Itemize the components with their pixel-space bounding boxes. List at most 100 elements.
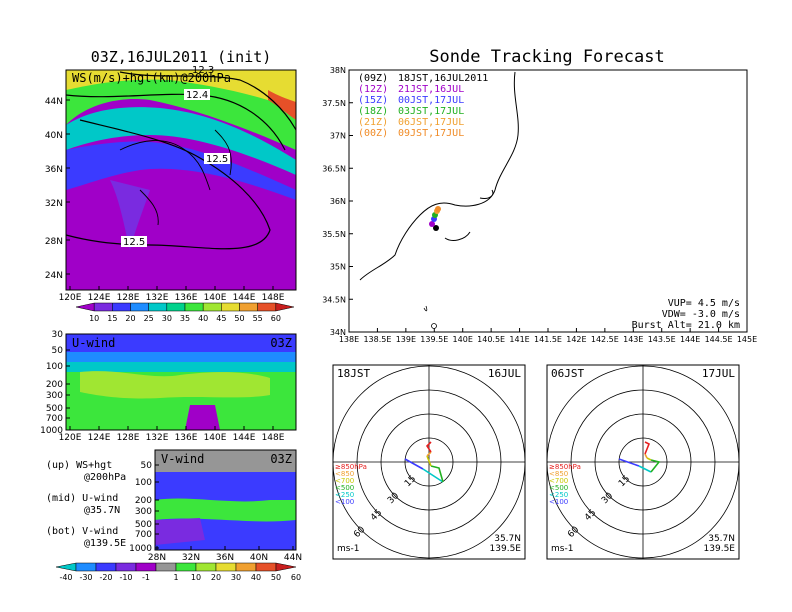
tracking-map: [348, 69, 748, 333]
pressure-legend-item: ≥850hPa: [549, 463, 581, 471]
launch-jst: 06JST,17JUL: [398, 117, 464, 128]
colorbar-label: -30: [79, 573, 92, 582]
lon-tick-label: 120E: [59, 433, 82, 443]
hodograph-ring: [404, 437, 454, 487]
lon-tick-label: 144.5E: [705, 335, 733, 344]
colorbar-swatch: [275, 562, 297, 572]
lon-tick-label: 140E: [204, 293, 227, 303]
lon-tick-label: 141E: [509, 335, 529, 344]
colorbar-label: 45: [216, 314, 226, 323]
launch-utc: (12Z): [358, 84, 388, 95]
hodograph-trace: [618, 458, 640, 467]
lat-tick-label: 37N: [330, 132, 346, 141]
launch-jst: 00JST,17JUL: [398, 95, 464, 106]
lon-tick-label: 145E: [737, 335, 757, 344]
legend-line: (mid) U-wind: [46, 493, 118, 504]
lon-tick-label: 139E: [396, 335, 416, 344]
lon-tick-label: 143E: [623, 335, 643, 344]
lat-tick-label: 34N: [330, 328, 346, 337]
launch-utc: (21Z): [358, 117, 388, 128]
pressure-tick-label: 700: [46, 414, 63, 424]
colorbar-swatch: [255, 562, 277, 572]
lon-tick-label: 128E: [117, 433, 140, 443]
launch-utc: (09Z): [358, 73, 388, 84]
colorbar-swatch: [239, 302, 258, 312]
ws-lat-ticks: 44N 40N 36N 32N 28N 24N: [45, 97, 70, 281]
colorbar-label: 15: [107, 314, 117, 323]
launch-jst: 03JST,17JUL: [398, 106, 464, 117]
lon-tick-label: 124E: [88, 433, 111, 443]
hodograph-trace: [425, 441, 432, 453]
right-title: Sonde Tracking Forecast: [429, 47, 664, 67]
legend-line: (bot) V-wind: [46, 526, 118, 537]
panel-legend: (up) WS+hgt @200hPa (mid) U-wind @35.7N …: [46, 460, 126, 549]
launch-jst: 21JST,16JUL: [398, 84, 464, 95]
colorbar-swatch: [93, 302, 113, 312]
lat-tick-label: 40N: [250, 553, 268, 563]
legend-line: @139.5E: [84, 538, 126, 549]
colorbar-label: 20: [211, 573, 221, 582]
v-wind-label: V-wind: [161, 452, 204, 466]
colorbar-swatch: [175, 562, 197, 572]
pressure-legend-item: <850: [549, 470, 568, 478]
colorbar-swatch: [148, 302, 168, 312]
lat-tick-label: 32N: [182, 553, 200, 563]
param-vup: VUP= 4.5 m/s: [668, 298, 740, 309]
colorbar-label: 25: [144, 314, 154, 323]
colorbar-label: 10: [89, 314, 99, 323]
contour-label: 12.4: [186, 90, 208, 101]
pressure-tick-label: 1000: [40, 426, 63, 436]
hodograph-ring: [546, 365, 740, 559]
hodograph-ring: [380, 413, 478, 511]
pressure-legend-item: <500: [335, 484, 354, 492]
sonde-parameters: VUP= 4.5 m/s VDW= -3.0 m/s Burst Alt= 21…: [632, 298, 740, 331]
pressure-legend-item: <100: [335, 498, 354, 506]
map-lat-ticks: 38N 37.5N 37N 36.5N 36N 35.5N 35N 34.5N 34N: [322, 66, 353, 337]
pressure-tick-label: 200: [46, 380, 63, 390]
colorbar-swatch: [184, 302, 204, 312]
contour-label: 12.5: [123, 237, 145, 248]
hodograph-ring: [594, 413, 692, 511]
contour-label: 12.3: [192, 65, 214, 76]
hodograph-trace: [422, 468, 444, 483]
hodograph-lon: 139.5E: [490, 544, 522, 554]
pressure-legend-item: <700: [549, 477, 568, 485]
lon-tick-label: 139.5E: [420, 335, 448, 344]
lat-tick-label: 37.5N: [322, 99, 346, 108]
hodograph-ring: [618, 437, 668, 487]
pressure-tick-label: 200: [135, 496, 152, 506]
colorbar-swatch: [195, 562, 217, 572]
lon-tick-label: 138.5E: [363, 335, 391, 344]
hodograph-trace: [426, 451, 432, 457]
u-lon-ticks: 120E 124E 128E 132E 136E 140E 144E 148E: [59, 426, 285, 443]
hodograph-lon: 139.5E: [704, 544, 736, 554]
v-colorbar: -40 -30 -20 -10 -1 1 10 20 30 40 50 60: [55, 562, 301, 582]
v-wind-time: 03Z: [270, 452, 292, 466]
hodograph-date: 16JUL: [488, 367, 521, 380]
lon-tick-label: 144E: [680, 335, 700, 344]
pressure-tick-label: 500: [46, 404, 63, 414]
legend-line: (up) WS+hgt: [46, 460, 112, 471]
colorbar-label: 50: [234, 314, 244, 323]
pressure-tick-label: 1000: [129, 544, 152, 554]
lon-tick-label: 136E: [175, 433, 198, 443]
lat-tick-label: 38N: [330, 66, 346, 75]
colorbar-swatch: [135, 562, 157, 572]
hodograph-ring: [570, 389, 716, 535]
lon-tick-label: 143.5E: [648, 335, 676, 344]
u-wind-time: 03Z: [270, 336, 292, 350]
pressure-tick-label: 300: [46, 391, 63, 401]
colorbar-label: -10: [119, 573, 132, 582]
hodograph-unit: ms-1: [337, 544, 359, 554]
lon-tick-label: 142.5E: [591, 335, 619, 344]
colorbar-swatch: [55, 562, 77, 572]
colorbar-label: 40: [251, 573, 261, 582]
colorbar-label: 50: [271, 573, 281, 582]
lat-tick-label: 34.5N: [322, 295, 346, 304]
lat-tick-label: 36N: [330, 197, 346, 206]
colorbar-label: 30: [231, 573, 241, 582]
lat-tick-label: 40N: [45, 131, 63, 141]
